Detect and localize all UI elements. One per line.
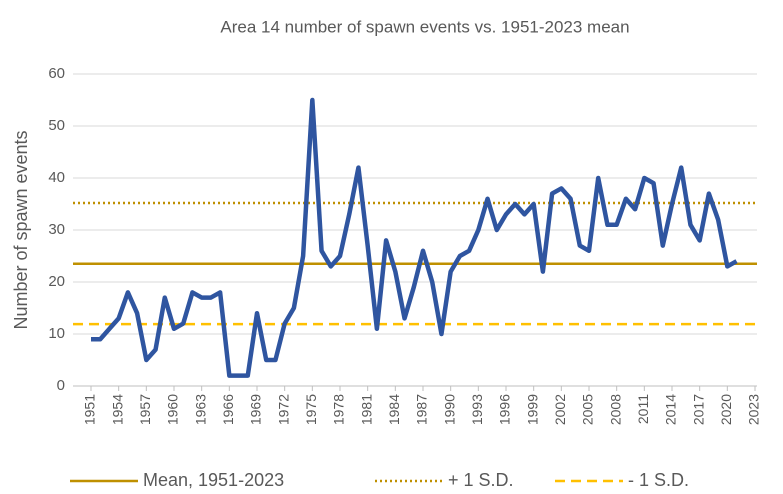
x-tick-label: 2014: [663, 394, 679, 425]
y-tick-label: 30: [48, 221, 65, 238]
y-tick-label: 0: [57, 377, 65, 394]
x-tick-label: 1993: [469, 394, 485, 425]
x-tick-label: 1957: [137, 394, 153, 425]
y-tick-label: 20: [48, 273, 65, 290]
x-tick-label: 2023: [746, 394, 762, 425]
x-tick-label: 2011: [635, 394, 651, 424]
x-tick-label: 1981: [358, 394, 374, 425]
chart-title: Area 14 number of spawn events vs. 1951-…: [220, 17, 629, 36]
x-tick-label: 2008: [607, 394, 623, 425]
x-tick-label: 1987: [414, 394, 430, 425]
x-tick-label: 1990: [441, 394, 457, 425]
x-tick-label: 1963: [192, 394, 208, 425]
y-tick-label: 50: [48, 117, 65, 134]
x-tick-label: 1966: [220, 394, 236, 425]
x-tick-label: 1951: [82, 394, 98, 425]
legend-label: - 1 S.D.: [628, 470, 689, 490]
legend-label: + 1 S.D.: [448, 470, 514, 490]
x-tick-label: 1996: [497, 394, 513, 425]
x-tick-label: 1984: [386, 394, 402, 425]
x-tick-label: 2017: [690, 394, 706, 425]
x-tick-label: 1960: [165, 394, 181, 425]
x-tick-label: 1999: [524, 394, 540, 425]
x-tick-label: 1954: [109, 394, 125, 425]
y-tick-label: 40: [48, 169, 65, 186]
y-axis-label: Number of spawn events: [11, 130, 31, 329]
data-line: [91, 97, 738, 378]
x-tick-label: 2002: [552, 394, 568, 425]
x-tick-label: 1969: [248, 394, 264, 425]
x-tick-label: 1978: [331, 394, 347, 425]
y-tick-label: 10: [48, 325, 65, 342]
y-tick-label: 60: [48, 65, 65, 82]
x-tick-label: 2005: [580, 394, 596, 425]
x-tick-label: 1972: [275, 394, 291, 425]
legend-label: Mean, 1951-2023: [143, 470, 284, 490]
x-tick-label: 2020: [718, 394, 734, 425]
x-tick-label: 1975: [303, 394, 319, 425]
